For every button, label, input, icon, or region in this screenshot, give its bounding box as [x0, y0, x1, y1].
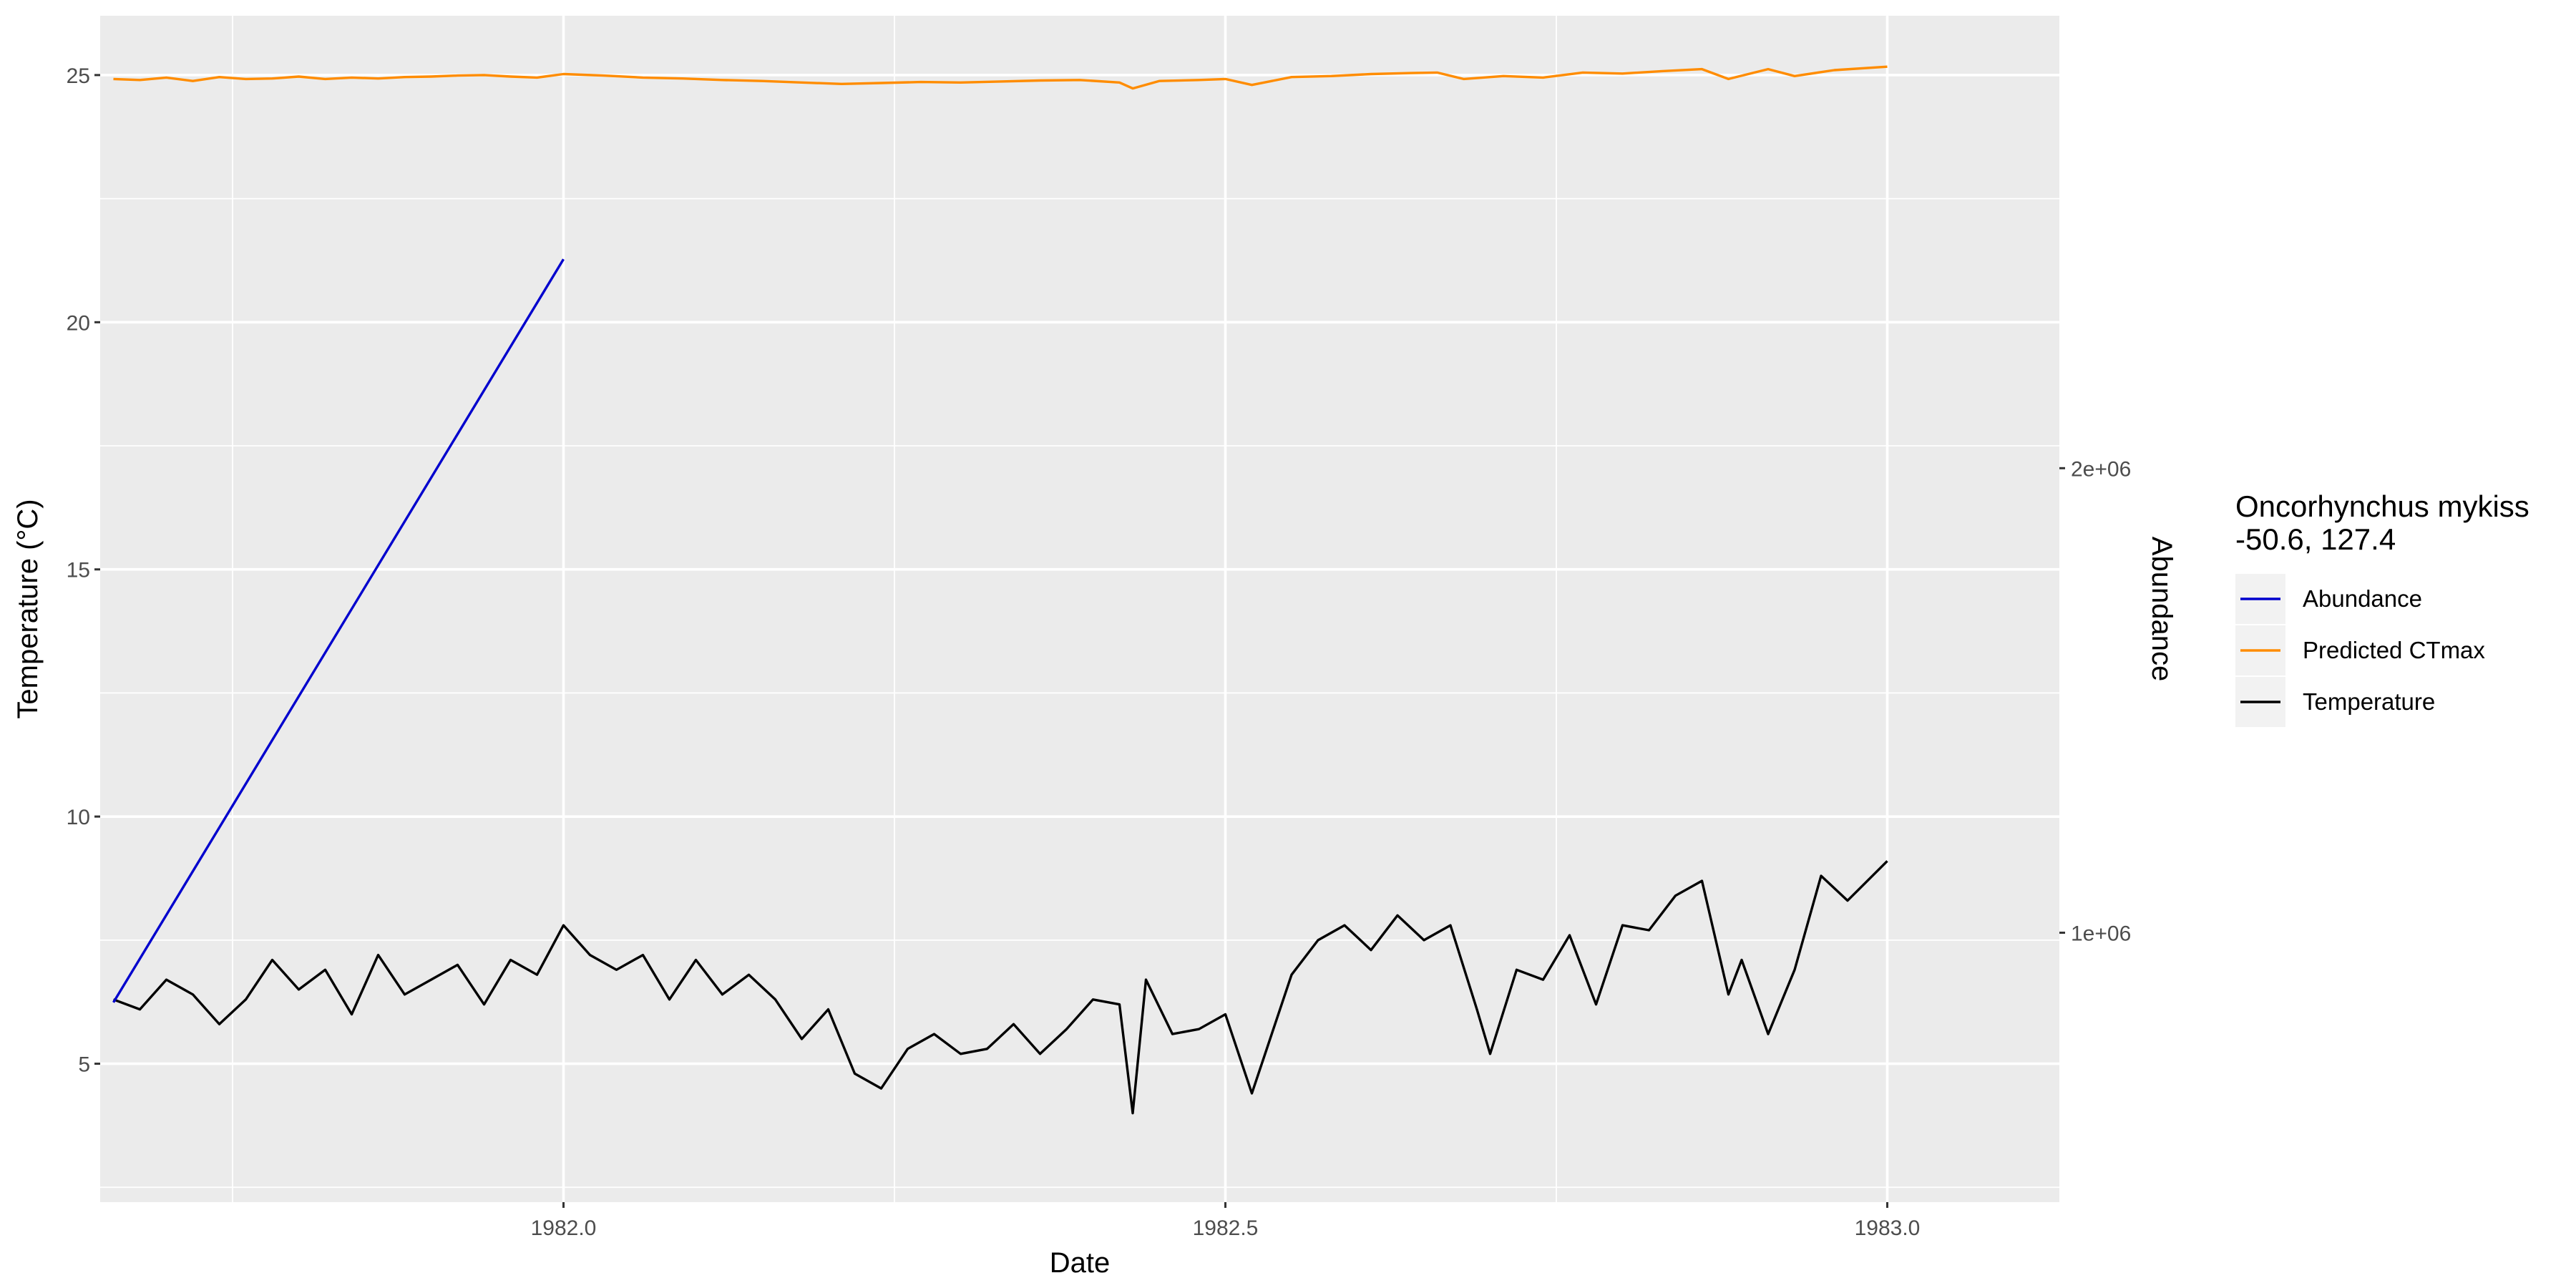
y2-tick-label: 2e+06 — [2071, 457, 2131, 481]
x-tick-label: 1982.5 — [1193, 1216, 1259, 1240]
y2-axis-title: Abundance — [2146, 537, 2177, 681]
axis-ticks: 5 10 15 20 25 1982.0 1982.5 1983.0 1e+06 2e+06 — [67, 64, 2132, 1240]
grid-lines — [100, 16, 2059, 1202]
y-tick-label: 25 — [67, 64, 90, 88]
x-tick-label: 1983.0 — [1855, 1216, 1921, 1240]
series-lines — [112, 65, 1888, 1115]
legend-label-temperature: Temperature — [2303, 688, 2435, 715]
x-tick-label: 1982.0 — [531, 1216, 597, 1240]
plot-panel — [100, 16, 2059, 1202]
legend-title-line2: -50.6, 127.4 — [2235, 522, 2396, 556]
ctmax-line — [113, 65, 1888, 90]
y-axis-title: Temperature (°C) — [12, 499, 44, 718]
abundance-line — [112, 258, 565, 1003]
legend-keys — [2235, 574, 2285, 727]
y-tick-label: 15 — [67, 559, 90, 582]
y-tick-label: 20 — [67, 311, 90, 335]
y-tick-label: 10 — [67, 806, 90, 829]
legend-title-line1: Oncorhynchus mykiss — [2235, 489, 2529, 523]
y-tick-label: 5 — [78, 1053, 90, 1077]
temperature-line — [112, 860, 1888, 1115]
y2-tick-label: 1e+06 — [2071, 922, 2131, 945]
legend-label-ctmax: Predicted CTmax — [2303, 637, 2485, 663]
legend: Oncorhynchus mykiss -50.6, 127.4 Abundan… — [2235, 489, 2529, 727]
x-axis-title: Date — [1050, 1247, 1111, 1279]
legend-label-abundance: Abundance — [2303, 585, 2422, 612]
